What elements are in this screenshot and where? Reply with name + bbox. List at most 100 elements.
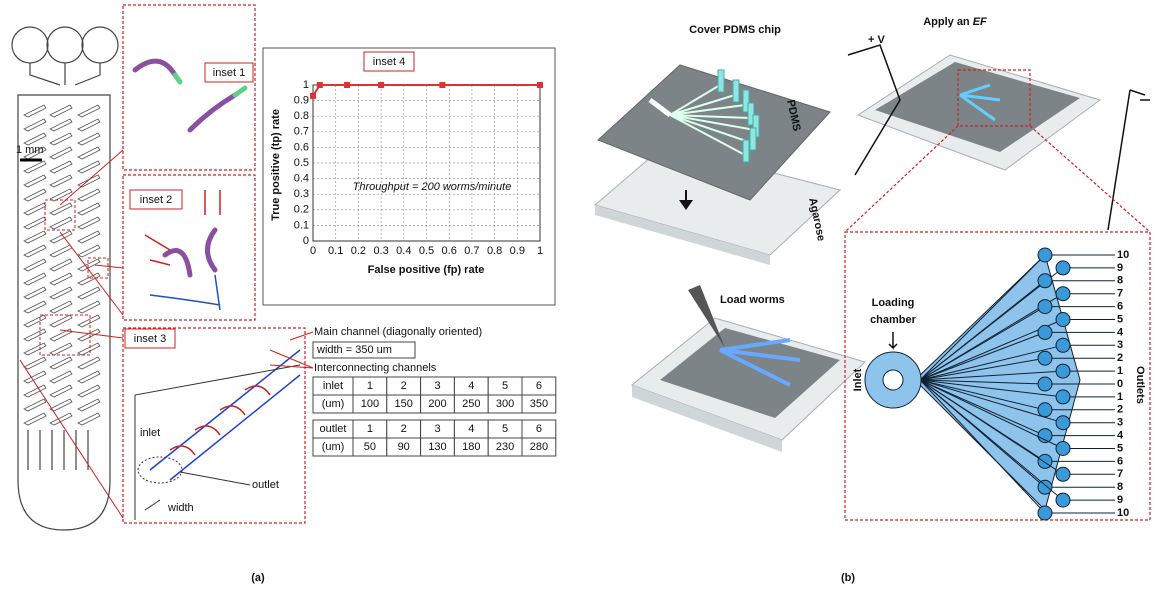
worm-sketches (135, 61, 245, 275)
outlet-number: 6 (1117, 455, 1123, 467)
y-tick-label: 0.5 (294, 157, 309, 169)
table-text: 3 (434, 380, 440, 392)
channel (50, 245, 72, 257)
table-text: 2 (401, 380, 407, 392)
channel (50, 189, 72, 201)
outlet-port (1038, 351, 1052, 365)
outlet-port (1056, 338, 1070, 352)
channel (24, 301, 46, 313)
outlet-number: 8 (1117, 481, 1123, 493)
channel (78, 105, 100, 117)
channel (50, 287, 72, 299)
channel (50, 119, 72, 131)
page: 1 mm inset 1 inset 2 inset 3 inlet outle… (0, 0, 1155, 590)
channel (78, 385, 100, 397)
table-text: 6 (536, 423, 542, 435)
outlet-port (1056, 313, 1070, 327)
outlet-number: 5 (1117, 442, 1123, 454)
outlet-port (1038, 480, 1052, 494)
channel (50, 161, 72, 173)
channel (50, 175, 72, 187)
channel (24, 357, 46, 369)
table-text: inlet (323, 380, 343, 392)
table-text: 90 (398, 441, 410, 453)
channel (50, 301, 72, 313)
outlet-number: 9 (1117, 262, 1123, 274)
outlet-number: 0 (1117, 378, 1123, 390)
channel (24, 371, 46, 383)
chart-annotation: Throughput = 200 worms/minute (353, 181, 512, 193)
outlet-port (1038, 274, 1052, 288)
outlet-number: 5 (1117, 313, 1123, 325)
x-tick-label: 0.7 (464, 245, 479, 257)
y-tick-label: 0.9 (294, 95, 309, 107)
callout-text: width = 350 um (316, 344, 392, 356)
data-point (537, 82, 543, 88)
table-text: 250 (462, 398, 480, 410)
table-text: (um) (322, 398, 345, 410)
table-text: 300 (496, 398, 514, 410)
y-tick-label: 1 (303, 79, 309, 91)
figure: 1 mm inset 1 inset 2 inset 3 inlet outle… (0, 0, 1155, 590)
x-tick-label: 1 (537, 245, 543, 257)
channel (24, 315, 46, 327)
channel (24, 259, 46, 271)
table-text: 4 (468, 423, 474, 435)
channel (24, 273, 46, 285)
channel (24, 245, 46, 257)
channel (50, 385, 72, 397)
step-title-text: Apply an (923, 16, 970, 28)
callout-lines (270, 332, 313, 368)
channel (78, 217, 100, 229)
x-tick-label: 0.6 (442, 245, 457, 257)
inset-label: inset 2 (140, 194, 172, 206)
outlet-port (1056, 467, 1070, 481)
channel (24, 287, 46, 299)
y-tick-label: 0.8 (294, 110, 309, 122)
y-tick-label: 0.1 (294, 219, 309, 231)
outlet-port (1038, 454, 1052, 468)
outlet-port (1056, 364, 1070, 378)
y-tick-label: 0.6 (294, 141, 309, 153)
table-text: 6 (536, 380, 542, 392)
channel (78, 231, 100, 243)
channel (24, 231, 46, 243)
channel (78, 343, 100, 355)
voltage-label: + V (868, 34, 885, 46)
detail-label: Loading (872, 297, 915, 309)
channel (78, 203, 100, 215)
channel (24, 217, 46, 229)
data-point (378, 82, 384, 88)
channel (24, 161, 46, 173)
x-tick-label: 0.5 (419, 245, 434, 257)
channel (78, 399, 100, 411)
annotation: outlet (252, 479, 279, 491)
x-tick-label: 0 (310, 245, 316, 257)
outlet-number: 3 (1117, 339, 1123, 351)
table-text: 1 (367, 380, 373, 392)
channel (78, 287, 100, 299)
channel (78, 315, 100, 327)
channel (78, 301, 100, 313)
chart-title: inset 4 (373, 56, 405, 68)
table-text: 2 (401, 423, 407, 435)
y-tick-label: 0 (303, 235, 309, 247)
outlet-number: 2 (1117, 352, 1123, 364)
y-axis-label: True positive (tp) rate (270, 109, 282, 221)
outlet-number: 4 (1117, 430, 1124, 442)
table-text: 180 (462, 441, 480, 453)
channel (78, 189, 100, 201)
channel (24, 343, 46, 355)
channel (50, 315, 72, 327)
detail-label: Inlet (852, 368, 864, 391)
outlet-port (1038, 377, 1052, 391)
outlet-port (1056, 287, 1070, 301)
x-tick-label: 0.2 (351, 245, 366, 257)
y-tick-label: 0.2 (294, 204, 309, 216)
outlet-number: 7 (1117, 468, 1123, 480)
outlet-port (1056, 442, 1070, 456)
channel (78, 357, 100, 369)
x-tick-label: 0.9 (510, 245, 525, 257)
panel-label: (b) (841, 572, 855, 584)
outlet-port (1056, 390, 1070, 404)
